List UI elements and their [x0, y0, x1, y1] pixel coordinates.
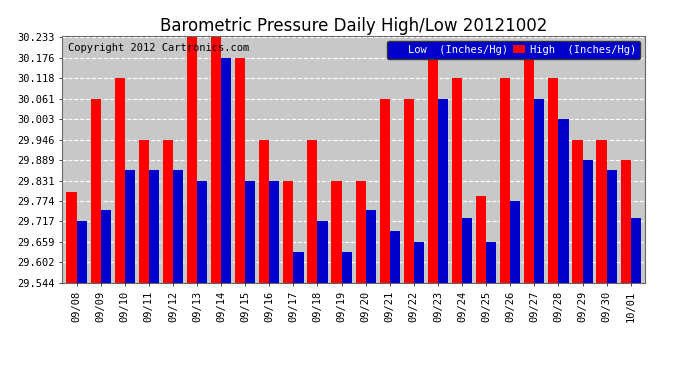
Bar — [115, 78, 125, 283]
Bar — [355, 181, 366, 283]
Bar — [558, 119, 569, 283]
Bar — [197, 181, 207, 283]
Bar — [438, 99, 448, 283]
Bar — [187, 38, 197, 283]
Bar — [366, 210, 376, 283]
Bar — [307, 140, 317, 283]
Bar — [317, 221, 328, 283]
Bar — [631, 217, 641, 283]
Bar — [149, 170, 159, 283]
Bar — [510, 201, 520, 283]
Bar — [342, 252, 352, 283]
Bar — [380, 99, 390, 283]
Bar — [163, 140, 173, 283]
Bar — [486, 242, 496, 283]
Bar — [476, 196, 486, 283]
Bar — [245, 181, 255, 283]
Title: Barometric Pressure Daily High/Low 20121002: Barometric Pressure Daily High/Low 20121… — [160, 18, 547, 36]
Bar — [549, 78, 558, 283]
Bar — [573, 140, 582, 283]
Bar — [331, 181, 342, 283]
Bar — [269, 181, 279, 283]
Bar — [259, 140, 269, 283]
Bar — [293, 252, 304, 283]
Bar — [173, 170, 183, 283]
Bar — [428, 58, 438, 283]
Bar — [77, 221, 87, 283]
Bar — [524, 58, 534, 283]
Bar — [125, 170, 135, 283]
Bar — [221, 58, 231, 283]
Bar — [139, 140, 149, 283]
Bar — [101, 210, 111, 283]
Bar — [414, 242, 424, 283]
Bar — [452, 78, 462, 283]
Bar — [390, 231, 400, 283]
Bar — [462, 217, 472, 283]
Bar — [90, 99, 101, 283]
Bar — [235, 58, 245, 283]
Legend: Low  (Inches/Hg), High  (Inches/Hg): Low (Inches/Hg), High (Inches/Hg) — [387, 41, 640, 59]
Text: Copyright 2012 Cartronics.com: Copyright 2012 Cartronics.com — [68, 43, 249, 53]
Bar — [500, 78, 510, 283]
Bar — [534, 99, 544, 283]
Bar — [284, 181, 293, 283]
Bar — [620, 160, 631, 283]
Bar — [66, 192, 77, 283]
Bar — [211, 38, 221, 283]
Bar — [607, 170, 617, 283]
Bar — [596, 140, 607, 283]
Bar — [404, 99, 414, 283]
Bar — [582, 160, 593, 283]
